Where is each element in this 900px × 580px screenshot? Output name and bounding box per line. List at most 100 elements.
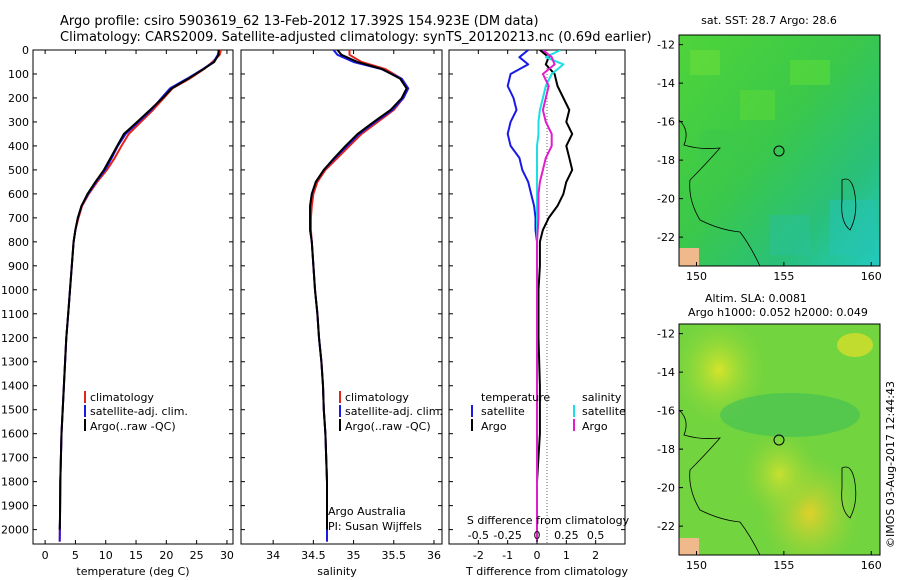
x-tick-label: 1 [563,549,570,562]
map-y-tick-label: -22 [657,231,675,244]
s-tick-label: -0.25 [493,529,521,542]
legend-label-s-argo: Argo [582,420,608,433]
salinity-x-ticks: 34 34.5 35 35.5 36 [266,50,441,562]
depth-tick-label: 400 [8,140,29,153]
depth-tick-label: 600 [8,188,29,201]
salinity-xlabel: salinity [317,565,357,578]
depth-tick-label: 1400 [1,380,29,393]
depth-tick-label: 1100 [1,308,29,321]
map-y-tick-label: -16 [657,405,675,418]
header-line2: Climatology: CARS2009. Satellite-adjuste… [60,30,652,45]
s-tick-label: 0.5 [587,529,605,542]
map-y-tick-label: -18 [657,154,675,167]
map-y-tick-label: -14 [657,77,675,90]
sst-reef-contour [841,178,857,231]
sst-map-patches [690,50,875,255]
depth-tick-label: 900 [8,260,29,273]
sla-map-axes: 150 155 160 -12 -14 -16 -18 -20 -22 [657,328,882,572]
x-tick-label: -1 [502,549,513,562]
sla-map [678,323,881,556]
map-y-tick-label: -14 [657,366,675,379]
depth-tick-label: 800 [8,236,29,249]
legend-label-climatology: climatology [90,391,154,404]
salinity-legend: climatology satellite-adj. clim. Argo(..… [328,391,443,533]
sla-map-frame [678,323,881,556]
sla-map-shade-3 [679,324,880,555]
salinity-series [309,50,410,542]
legend-title-temperature: temperature [481,391,550,404]
sst-map-frame [678,34,881,267]
sla-map-low [720,393,860,437]
temperature-legend: climatology satellite-adj. clim. Argo(..… [84,391,188,433]
depth-tick-label: 500 [8,164,29,177]
depth-tick-label: 1000 [1,284,29,297]
difference-xlabel-top: S difference from climatology [467,514,630,527]
x-tick-label: 20 [159,549,173,562]
x-tick-label: 36 [427,549,441,562]
map-y-tick-label: -22 [657,520,675,533]
legend-label-climatology: climatology [345,391,409,404]
legend-label-satellite: satellite-adj. clim. [90,405,188,418]
difference-xlabel: T difference from climatology [465,565,628,578]
x-tick-label: 34 [266,549,280,562]
temperature-x-ticks: 0 5 10 15 20 25 30 [42,50,234,562]
sst-map-title: sat. SST: 28.7 Argo: 28.6 [701,14,837,27]
map-x-tick-label: 155 [773,270,794,283]
map-x-tick-label: 160 [861,559,882,572]
depth-tick-label: 1300 [1,356,29,369]
sla-coastline [678,409,761,556]
temperature-xlabel: temperature (deg C) [76,565,189,578]
depth-axis: 0 100 200 300 400 500 600 700 800 900 1000 1100 1200… [1,44,625,537]
difference-x-ticks: -2 -1 0 1 2 -0.5 -0.25 0 0.25 0.5 [468,50,605,562]
depth-tick-label: 1500 [1,404,29,417]
depth-tick-label: 200 [8,92,29,105]
x-tick-label: -2 [473,549,484,562]
sst-land [679,248,699,266]
depth-tick-label: 1800 [1,476,29,489]
sla-float-marker [773,434,785,446]
series-line-s-argo [536,50,556,542]
legend-label-s-satellite: satellite [582,405,626,418]
x-tick-label: 15 [129,549,143,562]
x-tick-label: 2 [592,549,599,562]
sla-map-subtitle: Argo h1000: 0.052 h2000: 0.049 [688,306,868,319]
depth-tick-label: 1900 [1,500,29,513]
sla-map-high [837,333,873,357]
depth-tick-label: 700 [8,212,29,225]
difference-series [506,50,574,542]
map-y-tick-label: -12 [657,39,675,52]
map-x-tick-label: 160 [861,270,882,283]
depth-tick-label: 1700 [1,452,29,465]
sla-land [679,538,699,555]
map-x-tick-label: 150 [686,270,707,283]
depth-tick-label: 0 [22,44,29,57]
sst-coastline [678,119,761,267]
legend-label-argo: Argo(..raw -QC) [90,420,176,433]
s-tick-label: 0 [534,529,541,542]
x-tick-label: 35.5 [382,549,407,562]
x-tick-label: 0 [42,549,49,562]
x-tick-label: 5 [72,549,79,562]
series-line-argo-raw-qc- [309,50,408,530]
x-tick-label: 25 [190,549,204,562]
map-y-tick-label: -16 [657,116,675,129]
x-tick-label: 0 [534,549,541,562]
map-x-tick-label: 155 [773,559,794,572]
x-tick-label: 30 [220,549,234,562]
x-tick-label: 35 [347,549,361,562]
map-x-tick-label: 150 [686,559,707,572]
legend-title-salinity: salinity [582,391,622,404]
map-y-tick-label: -18 [657,443,675,456]
sst-map [678,34,881,267]
x-tick-label: 10 [99,549,113,562]
header-line1: Argo profile: csiro 5903619_62 13-Feb-20… [60,14,539,29]
sla-reef-contour [841,466,857,519]
map-y-tick-label: -12 [657,328,675,341]
depth-tick-label: 2000 [1,524,29,537]
argo-australia-note: Argo Australia [328,505,406,518]
temperature-series [58,50,222,542]
legend-label-argo: Argo(..raw -QC) [345,420,431,433]
sst-float-marker [773,145,785,157]
series-line-argo-raw-qc- [58,50,220,530]
